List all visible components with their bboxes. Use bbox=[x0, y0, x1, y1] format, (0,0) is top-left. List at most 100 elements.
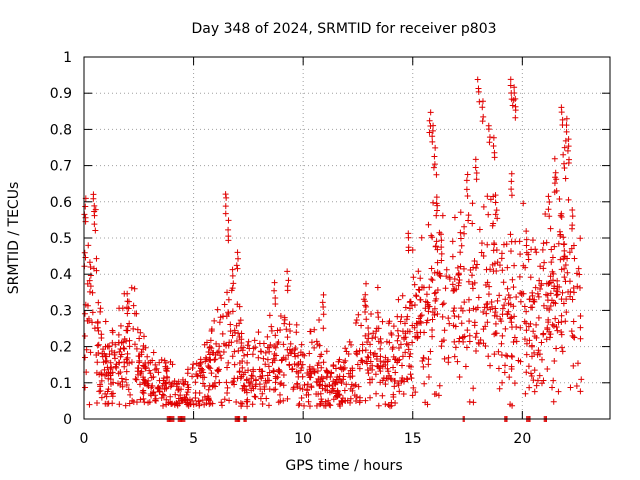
data-point bbox=[568, 328, 575, 335]
data-point bbox=[527, 304, 534, 311]
data-point bbox=[86, 277, 93, 284]
data-point bbox=[352, 320, 359, 327]
data-point bbox=[451, 338, 458, 345]
data-point bbox=[249, 373, 256, 380]
data-point bbox=[212, 383, 219, 390]
data-point bbox=[184, 389, 191, 396]
data-point bbox=[264, 344, 271, 351]
data-point bbox=[193, 360, 200, 367]
data-point bbox=[534, 290, 541, 297]
data-point bbox=[336, 356, 343, 363]
data-point bbox=[190, 361, 197, 368]
data-point bbox=[535, 347, 542, 354]
data-point bbox=[390, 364, 397, 371]
data-point bbox=[292, 345, 299, 352]
data-point bbox=[411, 302, 418, 309]
data-point bbox=[362, 308, 369, 315]
data-point bbox=[426, 129, 433, 136]
data-point bbox=[131, 341, 138, 348]
data-point bbox=[91, 325, 98, 332]
data-point bbox=[130, 302, 137, 309]
data-point bbox=[494, 215, 501, 222]
data-point bbox=[451, 214, 458, 221]
data-point bbox=[136, 335, 143, 342]
data-point bbox=[387, 375, 394, 382]
data-point bbox=[382, 401, 389, 408]
data-point bbox=[531, 388, 538, 395]
data-point bbox=[130, 398, 137, 405]
data-point bbox=[272, 344, 279, 351]
data-point bbox=[225, 310, 232, 317]
data-point bbox=[428, 265, 435, 272]
data-point bbox=[431, 391, 438, 398]
data-point bbox=[328, 388, 335, 395]
data-point bbox=[208, 326, 215, 333]
data-point bbox=[465, 296, 472, 303]
data-point bbox=[206, 343, 213, 350]
data-point bbox=[236, 368, 243, 375]
data-point bbox=[255, 354, 262, 361]
data-point bbox=[421, 380, 428, 387]
data-point bbox=[87, 263, 94, 270]
data-point bbox=[229, 266, 236, 273]
data-point bbox=[84, 280, 91, 287]
data-point bbox=[370, 351, 377, 358]
data-point bbox=[107, 365, 114, 372]
data-point bbox=[138, 368, 145, 375]
data-point bbox=[543, 291, 550, 298]
data-point bbox=[535, 314, 542, 321]
data-point bbox=[117, 345, 124, 352]
data-point bbox=[398, 362, 405, 369]
data-point bbox=[480, 308, 487, 315]
data-point bbox=[219, 402, 226, 409]
data-point bbox=[103, 393, 110, 400]
data-point bbox=[126, 400, 133, 407]
data-point bbox=[293, 329, 300, 336]
data-point bbox=[542, 210, 549, 217]
data-point bbox=[367, 341, 374, 348]
data-point bbox=[245, 379, 252, 386]
data-point bbox=[567, 293, 574, 300]
data-point bbox=[561, 265, 568, 272]
data-point bbox=[507, 231, 514, 238]
data-point bbox=[337, 364, 344, 371]
data-point bbox=[576, 271, 583, 278]
data-point bbox=[425, 373, 432, 380]
data-point bbox=[233, 337, 240, 344]
data-point bbox=[546, 334, 553, 341]
data-point bbox=[87, 283, 94, 290]
data-point bbox=[277, 313, 284, 320]
data-point bbox=[289, 366, 296, 373]
data-point bbox=[320, 291, 327, 298]
data-point bbox=[517, 358, 524, 365]
data-point bbox=[136, 381, 143, 388]
data-point bbox=[452, 323, 459, 330]
data-point bbox=[497, 315, 504, 322]
data-point bbox=[107, 380, 114, 387]
data-point bbox=[81, 354, 88, 361]
data-point bbox=[402, 330, 409, 337]
data-point bbox=[349, 387, 356, 394]
data-point bbox=[466, 338, 473, 345]
data-point bbox=[335, 376, 342, 383]
data-point bbox=[92, 227, 99, 234]
data-point bbox=[94, 318, 101, 325]
data-point bbox=[558, 329, 565, 336]
data-point bbox=[457, 235, 464, 242]
data-point bbox=[508, 238, 515, 245]
data-point bbox=[201, 393, 208, 400]
data-point bbox=[483, 310, 490, 317]
data-point bbox=[484, 193, 491, 200]
data-point bbox=[124, 290, 131, 297]
data-point bbox=[531, 367, 538, 374]
data-point bbox=[466, 398, 473, 405]
data-point bbox=[561, 247, 568, 254]
data-point bbox=[450, 308, 457, 315]
data-point bbox=[207, 365, 214, 372]
data-point bbox=[395, 382, 402, 389]
data-point bbox=[521, 318, 528, 325]
data-point bbox=[478, 249, 485, 256]
data-point bbox=[390, 391, 397, 398]
data-point bbox=[410, 384, 417, 391]
data-point bbox=[437, 273, 444, 280]
